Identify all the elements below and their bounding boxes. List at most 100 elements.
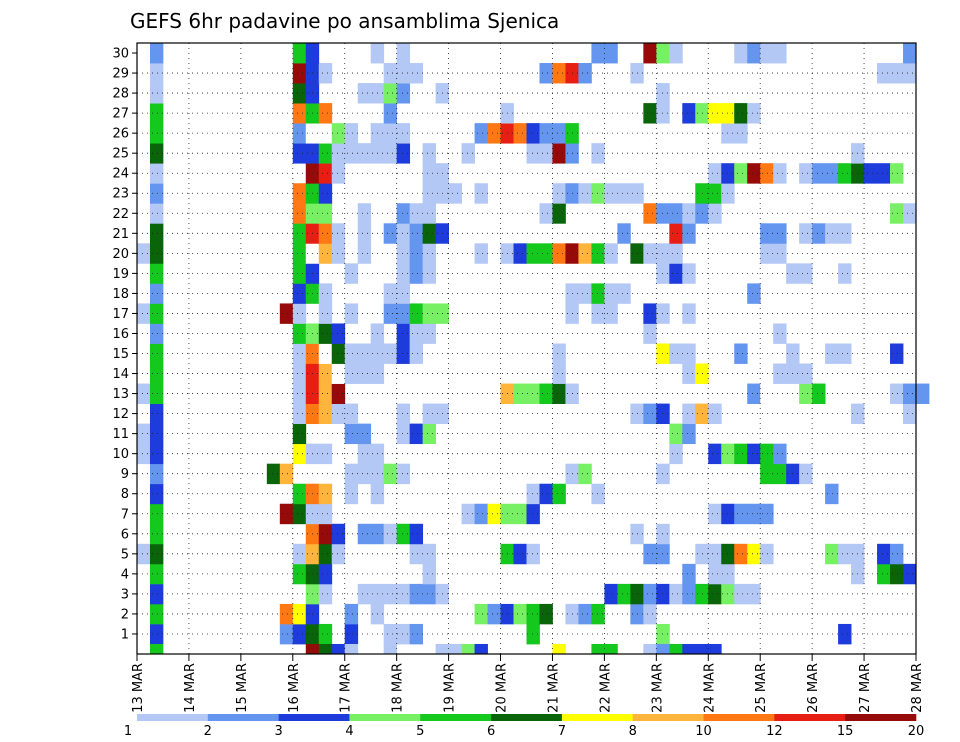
colorbar-swatch (207, 714, 279, 721)
heatmap-cell (409, 223, 424, 244)
heatmap-cell (149, 343, 164, 364)
heatmap-cell (396, 43, 411, 64)
heatmap-cell (331, 343, 346, 364)
heatmap-cell (643, 323, 657, 344)
heatmap-cell (149, 103, 164, 124)
heatmap-cell (292, 563, 307, 585)
heatmap-cell (318, 623, 333, 645)
heatmap-cell (799, 463, 813, 485)
heatmap-cell (708, 503, 722, 525)
heatmap-cell (526, 383, 540, 404)
heatmap-cell (799, 223, 813, 244)
x-tick-label: 25 MAR (754, 663, 769, 713)
heatmap-cell (747, 543, 761, 565)
heatmap-cell (526, 243, 540, 264)
heatmap-cell (552, 383, 566, 404)
heatmap-cell (383, 523, 398, 545)
heatmap-cell (682, 363, 696, 384)
heatmap-cell (137, 543, 151, 565)
grid-lines (137, 43, 916, 654)
heatmap-cell (747, 583, 761, 605)
heatmap-cell (643, 543, 657, 565)
heatmap-cell (266, 463, 281, 485)
heatmap-cell (890, 383, 904, 404)
y-tick-label: 12 (112, 407, 129, 422)
heatmap-cell (149, 563, 164, 585)
heatmap-cell (383, 303, 398, 324)
heatmap-cell (539, 243, 553, 264)
y-tick-label: 24 (112, 167, 129, 182)
heatmap-cell (292, 343, 307, 364)
heatmap-cell (552, 363, 566, 384)
heatmap-cell (903, 383, 917, 404)
heatmap-cell (643, 403, 657, 425)
heatmap-cell (357, 583, 372, 605)
heatmap-cell (149, 523, 164, 545)
heatmap-cell (604, 643, 618, 655)
heatmap-cell (903, 563, 917, 585)
heatmap-cell (708, 403, 722, 425)
x-tick-label: 15 MAR (235, 663, 250, 713)
heatmap-cell (487, 603, 501, 625)
heatmap-cell (344, 603, 359, 625)
heatmap-cell (357, 203, 372, 224)
heatmap-cell (604, 583, 618, 605)
heatmap-cell (734, 343, 748, 364)
heatmap-cell (383, 83, 398, 104)
heatmap-cell (656, 543, 670, 565)
heatmap-cell (747, 103, 761, 124)
heatmap-cell (422, 403, 437, 425)
heatmap-cell (656, 583, 670, 605)
heatmap-cell (292, 263, 307, 284)
heatmap-cell (656, 643, 670, 655)
heatmap-cell (682, 583, 696, 605)
heatmap-cell (305, 643, 320, 655)
heatmap-cell (643, 43, 657, 64)
heatmap-cell (318, 363, 333, 384)
heatmap-cell (409, 343, 424, 364)
heatmap-cell (409, 203, 424, 224)
heatmap-cell (682, 423, 696, 445)
heatmap-cell (149, 143, 164, 164)
y-tick-label: 16 (112, 327, 129, 342)
heatmap-cell (552, 203, 566, 224)
heatmap-cell (760, 383, 774, 404)
colorbar-label: 12 (766, 724, 783, 739)
heatmap-cell (708, 583, 722, 605)
heatmap-cell (838, 263, 852, 284)
y-tick-label: 10 (112, 447, 129, 462)
heatmap-cell (357, 463, 372, 485)
heatmap-cell (773, 443, 787, 465)
heatmap-cell (292, 183, 307, 204)
y-tick-label: 15 (112, 347, 129, 362)
heatmap-cell (604, 243, 618, 264)
heatmap-cell (838, 623, 852, 645)
heatmap-cell (591, 643, 605, 655)
heatmap-cell (656, 203, 670, 224)
heatmap-cell (435, 643, 449, 655)
heatmap-cell (773, 463, 787, 485)
heatmap-cell (526, 543, 540, 565)
heatmap-cell (318, 243, 333, 264)
heatmap-cell (604, 283, 618, 304)
heatmap-cell (292, 423, 307, 445)
x-tick-label: 27 MAR (858, 663, 873, 713)
y-tick-label: 18 (112, 287, 129, 302)
heatmap-cell (318, 223, 333, 244)
heatmap-cell (526, 503, 540, 525)
heatmap-cell (331, 363, 346, 384)
heatmap-cell (422, 263, 437, 284)
heatmap-cell (422, 423, 437, 445)
heatmap-cell (409, 63, 424, 84)
x-tick-label: 19 MAR (443, 663, 458, 713)
heatmap-cell (591, 143, 605, 164)
heatmap-cell (734, 163, 748, 184)
y-tick-label: 26 (112, 127, 129, 142)
heatmap-cell (578, 463, 592, 485)
heatmap-cell (344, 463, 359, 485)
y-tick-label: 27 (112, 107, 129, 122)
heatmap-cell (396, 63, 411, 84)
heatmap-cell (656, 623, 670, 645)
colorbar-label: 7 (558, 724, 566, 739)
heatmap-cell (682, 263, 696, 284)
